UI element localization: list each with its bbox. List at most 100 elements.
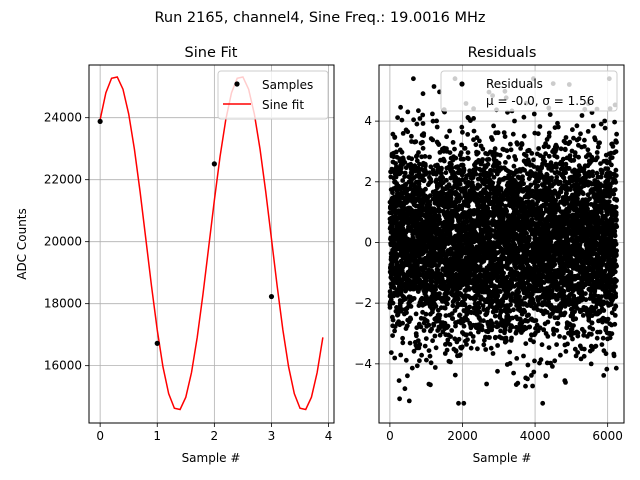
residual-point [404, 323, 410, 329]
residual-point [409, 207, 414, 213]
residual-point [509, 324, 515, 330]
residual-point [544, 310, 550, 315]
residual-point [547, 253, 552, 259]
residual-point [498, 289, 503, 294]
residual-point [515, 380, 521, 386]
residual-point [504, 148, 510, 154]
residual-point [556, 205, 562, 211]
residual-point [414, 363, 420, 369]
residual-point [537, 124, 543, 129]
residual-point [414, 325, 420, 331]
residual-point [481, 307, 487, 312]
residual-point [545, 319, 551, 325]
residual-point [541, 327, 547, 333]
residual-point [498, 165, 504, 171]
residual-point [552, 358, 558, 364]
residual-point [429, 279, 435, 284]
residual-point [502, 327, 508, 333]
residual-point [443, 313, 449, 318]
residual-point [423, 336, 429, 341]
residual-point [519, 141, 525, 147]
residual-point [541, 154, 546, 160]
residual-point [562, 303, 568, 309]
residual-point [490, 323, 496, 329]
residual-point [485, 295, 491, 301]
residual-point [398, 352, 404, 358]
residual-point [543, 141, 548, 147]
residual-point [521, 114, 527, 120]
residual-point [399, 287, 404, 293]
residual-point [462, 145, 468, 151]
residual-point [479, 327, 485, 333]
residual-point [460, 177, 465, 183]
residual-point [427, 154, 432, 160]
residuals-points-layer [387, 76, 620, 406]
residual-point [519, 197, 524, 202]
residual-point [516, 289, 522, 295]
residual-point [400, 335, 405, 341]
residual-point [506, 154, 511, 160]
residual-point [546, 345, 552, 350]
residual-point [402, 160, 408, 165]
residual-point [411, 296, 417, 301]
residual-point [477, 183, 483, 189]
residual-point [555, 321, 561, 326]
residual-point [551, 328, 556, 333]
residual-point [507, 349, 513, 355]
residual-point [452, 372, 458, 378]
residual-point [487, 335, 492, 340]
residual-point [495, 130, 501, 136]
residual-point [408, 304, 414, 309]
residual-point [449, 328, 455, 333]
residual-point [530, 383, 535, 389]
residual-point [411, 76, 416, 82]
sine-fit-y-tick-label: 20000 [44, 235, 82, 249]
residual-point [441, 248, 446, 254]
residual-point [495, 293, 501, 298]
residual-point [400, 131, 406, 136]
residual-point [511, 163, 517, 169]
residual-point [447, 150, 453, 156]
residual-point [554, 328, 560, 333]
residual-point [399, 117, 405, 123]
residual-point [501, 270, 506, 276]
residual-point [468, 345, 474, 351]
residual-point [417, 116, 423, 121]
residual-point [392, 355, 398, 361]
residual-point [445, 290, 450, 296]
residual-point [461, 156, 466, 162]
residual-point [449, 218, 455, 224]
residual-point [462, 302, 468, 307]
residual-point [529, 291, 535, 297]
residual-point [423, 163, 428, 169]
figure-suptitle: Run 2165, channel4, Sine Freq.: 19.0016 … [154, 10, 485, 26]
residual-point [432, 333, 438, 339]
residual-point [387, 305, 393, 310]
residual-point [405, 373, 410, 379]
residual-point [488, 228, 494, 234]
residual-point [511, 370, 516, 376]
residual-point [471, 137, 476, 143]
residual-point [416, 150, 421, 155]
residual-point [450, 303, 456, 309]
residual-point [531, 164, 537, 170]
residual-point [461, 167, 467, 173]
residual-point [450, 140, 456, 145]
residual-point [427, 353, 433, 359]
residual-point [395, 115, 400, 120]
residual-point [459, 124, 465, 130]
residual-point [558, 352, 563, 358]
residual-point [421, 328, 427, 333]
residual-point [466, 179, 471, 185]
sine-fit-line [99, 76, 324, 411]
residual-point [449, 165, 455, 171]
residual-point [543, 373, 549, 379]
residual-point [527, 235, 532, 241]
residual-point [514, 260, 520, 266]
residual-point [504, 274, 510, 280]
residual-point [540, 400, 546, 406]
residual-point [551, 331, 557, 337]
residual-point [431, 322, 437, 328]
residual-point [420, 139, 425, 145]
